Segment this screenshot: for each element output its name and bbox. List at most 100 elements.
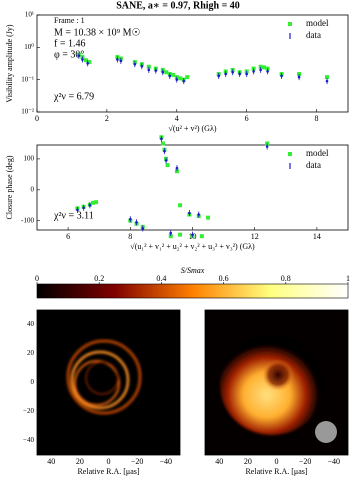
x-tick-label: 40 — [47, 457, 55, 466]
data-dot — [88, 203, 92, 207]
data-point — [119, 57, 123, 64]
model-point — [178, 232, 183, 237]
data-dot — [259, 68, 262, 72]
data-point — [197, 211, 201, 218]
y-tick-label: 10⁻¹ — [21, 75, 34, 83]
data-point — [116, 56, 119, 63]
y-tick-label: 100 — [24, 155, 35, 163]
model-point — [94, 200, 99, 205]
x-tick-label: 6 — [66, 232, 70, 241]
colorbar-tick-label: 0 — [35, 274, 39, 283]
x-axis-label: √(u² + v²) (Gλ) — [168, 124, 216, 133]
annotation: f = 1.46 — [54, 38, 85, 49]
data-dot — [81, 58, 84, 61]
x-tick-label: 40 — [215, 457, 223, 466]
x-tick-label: 20 — [76, 457, 84, 466]
model-point — [297, 71, 302, 76]
data-point — [133, 61, 137, 68]
annotation: φ = 30° — [54, 49, 84, 60]
data-point — [154, 67, 158, 74]
data-dot — [188, 211, 191, 215]
data-point — [238, 70, 241, 77]
data-dot — [161, 70, 165, 74]
data-dot — [266, 70, 269, 73]
colorbar-tick-label: 0.4 — [156, 274, 166, 283]
model-point — [206, 215, 211, 220]
data-point — [86, 60, 89, 67]
model-point — [171, 72, 176, 77]
x-axis-label: Relative R.A. [μas] — [245, 467, 307, 476]
model-point — [178, 203, 183, 208]
model-point — [90, 200, 95, 205]
y-tick-label: 10⁻² — [21, 108, 34, 116]
x-axis-label: Relative R.A. [μas] — [77, 467, 139, 476]
x-tick-label: 0 — [35, 114, 39, 123]
data-dot — [141, 227, 145, 230]
axes-frame — [36, 309, 181, 456]
data-dot — [217, 74, 221, 78]
data-dot — [197, 213, 201, 216]
data-dot — [133, 62, 137, 66]
data-point — [175, 165, 179, 172]
x-tick-label: −40 — [159, 457, 172, 466]
model-point — [165, 163, 170, 168]
data-point — [147, 66, 151, 73]
data-dot — [164, 159, 168, 162]
data-dot — [129, 217, 132, 221]
x-tick-label: 0 — [107, 457, 111, 466]
data-dot — [116, 58, 119, 61]
data-dot — [82, 206, 85, 210]
data-dot — [168, 74, 172, 78]
x-tick-label: 14 — [313, 232, 321, 241]
data-dot — [238, 72, 241, 76]
legend-marker — [288, 22, 292, 26]
axes-frame — [36, 14, 349, 113]
x-tick-label: −20 — [299, 457, 312, 466]
data-point — [191, 231, 194, 238]
data-point — [280, 72, 283, 79]
data-dot — [169, 231, 173, 235]
y-tick-label: -100 — [21, 216, 34, 224]
data-point — [141, 225, 145, 232]
data-dot — [182, 79, 186, 83]
model-point — [178, 76, 183, 81]
data-dot — [140, 64, 144, 68]
data-point — [77, 52, 81, 59]
y-tick-label: −20 — [23, 407, 34, 415]
data-point — [266, 68, 269, 75]
data-point — [245, 70, 248, 77]
data-dot — [265, 145, 269, 148]
y-tick-label: 10¹ — [25, 11, 34, 19]
data-point — [169, 230, 173, 237]
colorbar — [36, 283, 349, 299]
x-tick-label: −40 — [327, 457, 340, 466]
data-point — [168, 72, 172, 79]
data-point — [224, 70, 227, 77]
legend-marker — [288, 152, 292, 156]
data-dot — [325, 79, 329, 83]
x-tick-label: 8 — [128, 232, 132, 241]
data-point — [163, 148, 166, 155]
data-point — [76, 206, 79, 213]
colorbar-title: S/Smax — [181, 266, 205, 275]
data-point — [231, 69, 234, 76]
y-tick-label: −40 — [23, 436, 34, 444]
data-dot — [224, 72, 227, 76]
model-point — [174, 169, 179, 174]
data-dot — [119, 59, 123, 63]
x-tick-label: 20 — [244, 457, 252, 466]
data-point — [252, 68, 255, 75]
data-point — [160, 135, 163, 142]
data-dot — [135, 220, 138, 224]
data-point — [188, 210, 191, 216]
model-point — [199, 234, 204, 239]
model-point — [146, 64, 151, 69]
data-point — [175, 76, 179, 83]
model-point — [262, 65, 267, 70]
model-point — [164, 70, 169, 75]
data-point — [182, 78, 186, 85]
annotation: Frame : 1 — [54, 16, 85, 25]
data-dot — [175, 166, 179, 170]
data-dot — [147, 68, 151, 72]
